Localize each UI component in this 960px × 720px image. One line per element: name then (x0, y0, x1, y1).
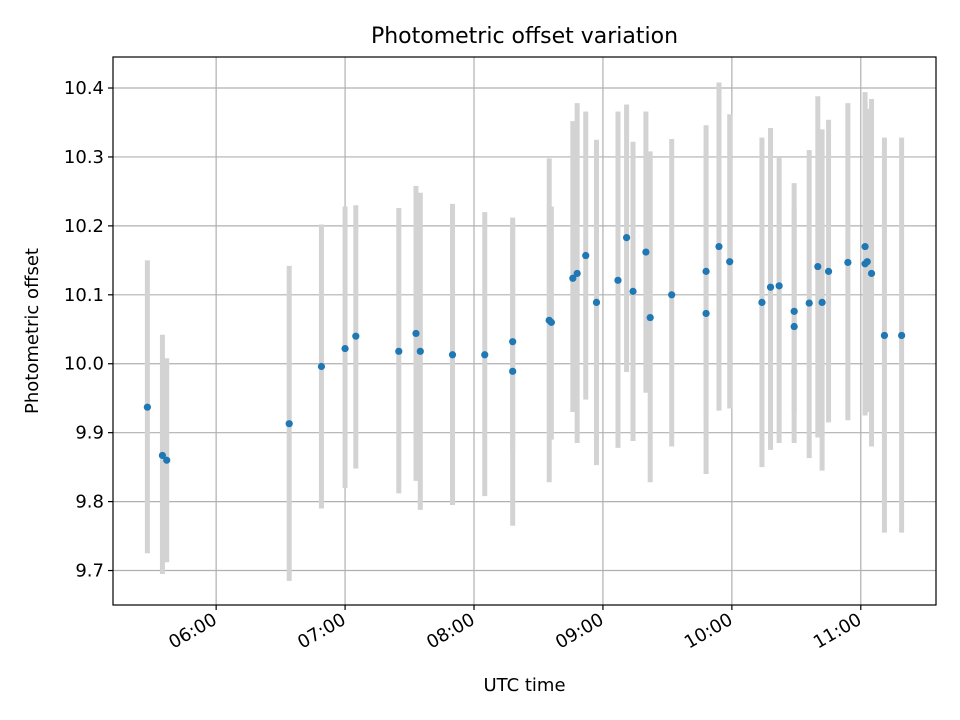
plot-background (113, 57, 936, 605)
y-tick-label: 10.0 (64, 354, 104, 375)
data-point (790, 307, 798, 315)
data-point (622, 233, 631, 242)
data-point (143, 403, 151, 411)
y-tick-label: 10.4 (64, 78, 104, 99)
x-axis: 06:00 07:00 08:00 09:00 10:00 11:00 (165, 605, 865, 653)
data-point (629, 287, 637, 295)
data-point (448, 351, 457, 359)
data-point (818, 298, 826, 306)
data-point (341, 344, 349, 353)
data-point (824, 267, 833, 275)
y-tick-label: 9.8 (75, 492, 104, 513)
x-tick-label: 10:00 (681, 609, 736, 653)
data-point (726, 258, 734, 266)
data-point (702, 309, 710, 318)
data-point (867, 269, 876, 278)
data-point (158, 451, 167, 460)
data-point (614, 276, 622, 284)
data-point (898, 331, 906, 340)
y-tick-label: 10.1 (64, 285, 104, 306)
data-point (805, 299, 813, 307)
data-point (416, 347, 424, 355)
data-point (352, 332, 360, 340)
data-point (163, 456, 171, 464)
data-point (668, 291, 676, 299)
data-point (412, 329, 420, 338)
data-point (646, 313, 654, 322)
data-point (592, 298, 601, 306)
x-tick-label: 08:00 (423, 609, 478, 653)
x-axis-label: UTC time (483, 675, 565, 696)
data-points (143, 233, 906, 464)
data-point (509, 367, 517, 375)
data-point (569, 274, 577, 282)
data-point (285, 420, 293, 428)
y-tick-label: 10.2 (64, 216, 104, 237)
y-axis-label: Photometric offset (22, 248, 43, 414)
data-point (861, 242, 869, 251)
y-tick-label: 9.7 (75, 561, 104, 582)
plot-frame (112, 56, 937, 606)
x-tick-label: 11:00 (810, 609, 865, 653)
data-point (880, 331, 889, 340)
data-point (775, 282, 783, 290)
x-tick-label: 09:00 (552, 609, 607, 653)
data-point (573, 269, 581, 278)
data-point (642, 248, 650, 256)
data-point (317, 362, 326, 371)
data-point (582, 251, 590, 260)
y-tick-label: 10.3 (64, 147, 104, 168)
y-axis: 9.7 9.8 9.9 10.0 10.1 10.2 10.3 10.4 (64, 78, 113, 582)
x-tick-label: 06:00 (165, 609, 220, 653)
chart-title: Photometric offset variation (371, 24, 678, 49)
data-point (758, 298, 766, 306)
data-point (844, 258, 852, 267)
data-point (509, 338, 517, 346)
data-point (715, 242, 723, 251)
data-point (481, 351, 489, 359)
data-point (766, 283, 775, 291)
data-point (547, 318, 555, 326)
data-point (702, 267, 710, 275)
data-point (790, 322, 798, 331)
data-point (814, 262, 822, 271)
data-point (395, 347, 403, 355)
data-point (863, 258, 871, 266)
x-tick-label: 07:00 (294, 609, 349, 653)
y-tick-label: 9.9 (75, 423, 104, 444)
